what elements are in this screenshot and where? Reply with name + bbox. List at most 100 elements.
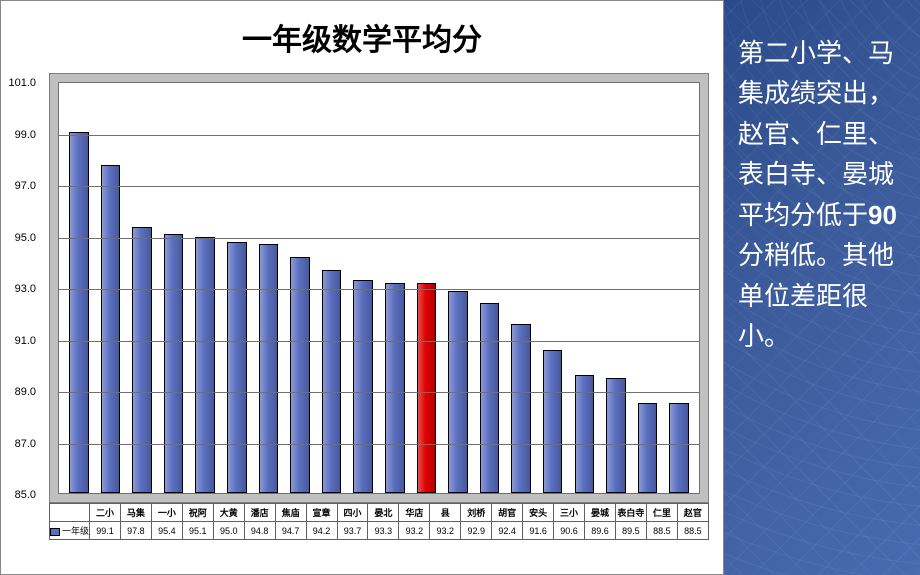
- gridline: [59, 289, 699, 290]
- value-cell: 93.7: [337, 522, 368, 540]
- bar-slot: [600, 83, 632, 493]
- value-cell: 94.8: [244, 522, 275, 540]
- bar-slot: [284, 83, 316, 493]
- legend-swatch: [50, 528, 60, 536]
- category-label: 四小: [337, 504, 368, 522]
- value-cell: 92.9: [461, 522, 492, 540]
- chart-area: 85.087.089.091.093.095.097.099.0101.0: [49, 73, 709, 503]
- bar: [290, 257, 310, 493]
- bar: [669, 403, 689, 493]
- value-cell: 95.4: [151, 522, 182, 540]
- commentary-part2: 分稍低。其他单位差距很小。: [738, 241, 894, 351]
- commentary-number: 90: [868, 200, 897, 230]
- y-tick-label: 95.0: [15, 232, 36, 244]
- category-label: 安头: [523, 504, 554, 522]
- category-label: 一小: [151, 504, 182, 522]
- category-label: 三小: [554, 504, 585, 522]
- bar: [385, 283, 405, 493]
- value-cell: 94.7: [275, 522, 306, 540]
- value-cell: 90.6: [554, 522, 585, 540]
- bars-container: [59, 83, 699, 493]
- table-data-row: 一年级99.197.895.495.195.094.894.794.293.79…: [50, 522, 709, 540]
- bar-slot: [505, 83, 537, 493]
- value-cell: 88.5: [677, 522, 708, 540]
- legend-cell: 一年级: [50, 522, 90, 540]
- bar-slot: [663, 83, 695, 493]
- category-label: 潘店: [244, 504, 275, 522]
- bar: [132, 227, 152, 494]
- category-label: 晏北: [368, 504, 399, 522]
- legend-label: 一年级: [62, 526, 89, 536]
- value-cell: 95.1: [182, 522, 213, 540]
- category-label: 县: [430, 504, 461, 522]
- value-cell: 93.2: [399, 522, 430, 540]
- bar-slot: [347, 83, 379, 493]
- value-cell: 97.8: [120, 522, 151, 540]
- bar: [195, 237, 215, 493]
- bar-slot: [569, 83, 601, 493]
- category-label: 表白寺: [615, 504, 646, 522]
- bar: [511, 324, 531, 493]
- data-table: 二小马集一小祝阿大黄潘店焦庙宣章四小晏北华店县刘桥胡官安头三小晏城表白寺仁里赵官…: [49, 503, 709, 540]
- bar: [164, 234, 184, 493]
- gridline: [59, 135, 699, 136]
- category-label: 刘桥: [461, 504, 492, 522]
- value-cell: 94.2: [306, 522, 337, 540]
- category-label: 宣章: [306, 504, 337, 522]
- bar-slot: [253, 83, 285, 493]
- bar-slot: [126, 83, 158, 493]
- y-tick-label: 97.0: [15, 180, 36, 192]
- value-cell: 89.5: [615, 522, 646, 540]
- value-cell: 99.1: [90, 522, 121, 540]
- category-label: 焦庙: [275, 504, 306, 522]
- bar-slot: [95, 83, 127, 493]
- chart-panel: 一年级数学平均分 85.087.089.091.093.095.097.099.…: [0, 0, 724, 575]
- value-cell: 91.6: [523, 522, 554, 540]
- bar: [606, 378, 626, 493]
- bar: [638, 403, 658, 493]
- y-tick-label: 99.0: [15, 129, 36, 141]
- category-label: 马集: [120, 504, 151, 522]
- bar-slot: [316, 83, 348, 493]
- bar: [227, 242, 247, 493]
- y-tick-label: 89.0: [15, 386, 36, 398]
- commentary-text: 第二小学、马集成绩突出，赵官、仁里、表白寺、晏城平均分低于90分稍低。其他单位差…: [738, 34, 906, 357]
- y-tick-label: 93.0: [15, 283, 36, 295]
- gridline: [59, 238, 699, 239]
- value-cell: 89.6: [585, 522, 616, 540]
- bar: [322, 270, 342, 493]
- bar-slot: [379, 83, 411, 493]
- bar-slot: [158, 83, 190, 493]
- bar-slot: [63, 83, 95, 493]
- gridline: [59, 444, 699, 445]
- bar: [543, 350, 563, 494]
- bar-slot: [442, 83, 474, 493]
- value-cell: 93.2: [430, 522, 461, 540]
- y-tick-label: 87.0: [15, 438, 36, 450]
- commentary-panel: 第二小学、马集成绩突出，赵官、仁里、表白寺、晏城平均分低于90分稍低。其他单位差…: [724, 0, 920, 575]
- category-label: 大黄: [213, 504, 244, 522]
- chart-title: 一年级数学平均分: [7, 15, 717, 59]
- y-tick-label: 101.0: [8, 77, 36, 89]
- bar-slot: [221, 83, 253, 493]
- category-label: 祝阿: [182, 504, 213, 522]
- gridline: [59, 341, 699, 342]
- table-header-row: 二小马集一小祝阿大黄潘店焦庙宣章四小晏北华店县刘桥胡官安头三小晏城表白寺仁里赵官: [50, 504, 709, 522]
- bar-slot: [189, 83, 221, 493]
- gridline: [59, 186, 699, 187]
- value-cell: 93.3: [368, 522, 399, 540]
- value-cell: 95.0: [213, 522, 244, 540]
- category-label: 晏城: [585, 504, 616, 522]
- category-label: 胡官: [492, 504, 523, 522]
- gridline: [59, 392, 699, 393]
- table-corner: [50, 504, 90, 522]
- bar: [480, 303, 500, 493]
- bar-slot: [411, 83, 443, 493]
- bar-slot: [474, 83, 506, 493]
- y-tick-label: 91.0: [15, 335, 36, 347]
- value-cell: 92.4: [492, 522, 523, 540]
- plot-region: [58, 82, 700, 494]
- bar: [353, 280, 373, 493]
- category-label: 华店: [399, 504, 430, 522]
- bar: [417, 283, 437, 493]
